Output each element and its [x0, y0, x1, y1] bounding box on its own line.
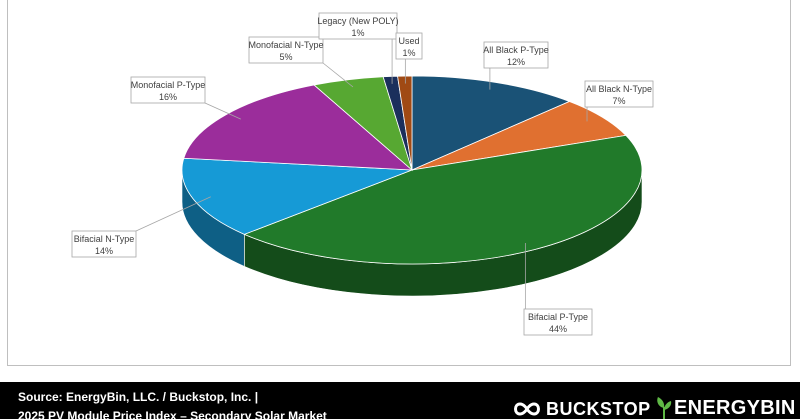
data-label-box-7	[395, 32, 423, 60]
slice-percent-4: 16%	[159, 92, 177, 102]
buckstop-logo-text: BUCKSTOP	[546, 398, 651, 419]
slice-percent-3: 14%	[95, 246, 113, 256]
infinity-logo-icon	[514, 402, 540, 416]
source-text: Source: EnergyBin, LLC. / Buckstop, Inc.…	[18, 390, 259, 404]
slice-percent-6: 1%	[351, 28, 364, 38]
data-label-box-0	[483, 41, 549, 69]
data-label-box-6	[318, 12, 398, 40]
pie-slice-7	[397, 75, 413, 171]
buckstop-logo: BUCKSTOP	[512, 398, 651, 419]
slice-label-3: Bifacial N-Type	[74, 234, 135, 244]
pie-slice-4	[183, 84, 414, 171]
leader-line-5	[322, 62, 354, 88]
pie-slice-3	[181, 157, 413, 235]
source-subtitle: 2025 PV Module Price Index – Secondary S…	[18, 409, 327, 419]
slice-label-0: All Black P-Type	[483, 45, 549, 55]
energybin-logo: ENERGYBIN	[656, 396, 796, 419]
slice-label-1: All Black N-Type	[586, 84, 652, 94]
pie-slice-1	[411, 101, 627, 171]
leaf-logo-icon	[657, 397, 672, 419]
slice-label-2: Bifacial P-Type	[528, 312, 588, 322]
energybin-logo-text: ENERGYBIN	[674, 396, 796, 419]
pie-chart: All Black P-Type 12% All Black N-Type 7% Bif…	[71, 12, 654, 336]
slice-label-6: Legacy (New POLY)	[317, 16, 398, 26]
leader-line-4	[204, 102, 241, 120]
footer-bar: Source: EnergyBin, LLC. / Buckstop, Inc.…	[0, 382, 800, 419]
data-label-box-5	[248, 36, 324, 64]
data-label-box-1	[584, 80, 654, 108]
slice-label-5: Monofacial N-Type	[248, 40, 323, 50]
slice-label-7: Used	[398, 36, 419, 46]
slice-percent-2: 44%	[549, 324, 567, 334]
slice-percent-7: 1%	[402, 48, 415, 58]
slice-percent-1: 7%	[612, 96, 625, 106]
pie-slice-0	[411, 75, 571, 171]
data-label-box-4	[130, 76, 206, 104]
slice-label-4: Monofacial P-Type	[131, 80, 206, 90]
chart-frame: All Black P-Type 12% All Black N-Type 7% Bif…	[7, 0, 791, 366]
data-label-box-2	[523, 308, 593, 336]
slice-percent-5: 5%	[279, 52, 292, 62]
data-label-box-3	[71, 230, 137, 258]
slice-percent-0: 12%	[507, 57, 525, 67]
pie-slice-2	[243, 134, 643, 265]
leader-line-3	[135, 196, 211, 232]
